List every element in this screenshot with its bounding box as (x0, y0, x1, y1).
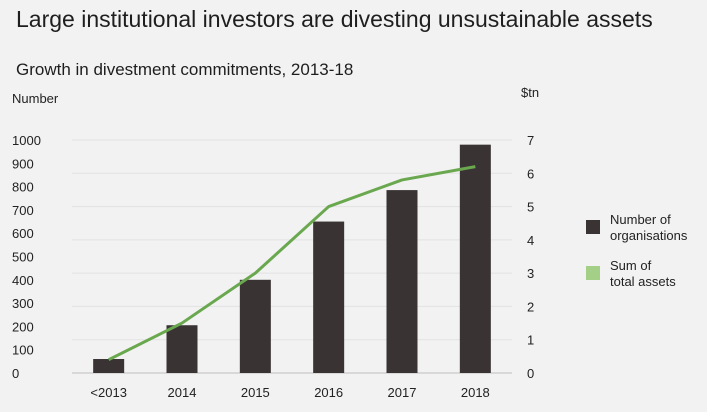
bar (93, 359, 125, 373)
y-axis-label: Number (12, 91, 59, 106)
y-tick-label: 700 (12, 203, 34, 218)
legend-item-organisations: Number of organisations (586, 212, 700, 244)
bar (313, 221, 345, 373)
y2-axis-ticks: 0 1 2 3 4 5 6 7 (527, 133, 534, 381)
legend-swatch-total-assets (586, 266, 600, 280)
y-tick-label: 800 (12, 180, 34, 195)
y-axis-ticks: 0 100 200 300 400 500 600 700 800 900 1000 (12, 133, 41, 381)
bar (239, 279, 271, 373)
x-tick-label: 2014 (168, 385, 197, 400)
assets-line (107, 165, 476, 362)
y-tick-label: 200 (12, 319, 34, 334)
x-tick-label: 2015 (241, 385, 270, 400)
bar (386, 190, 418, 373)
bar (459, 144, 491, 373)
y2-tick-label: 7 (527, 133, 534, 148)
x-tick-label: <2013 (90, 385, 127, 400)
gridlines (72, 139, 512, 374)
y2-axis-label: $tn (521, 85, 539, 100)
y-tick-label: 500 (12, 250, 34, 265)
y-tick-label: 400 (12, 273, 34, 288)
legend: Number of organisations Sum of total ass… (586, 212, 700, 304)
y2-tick-label: 0 (527, 366, 534, 381)
y2-tick-label: 5 (527, 200, 534, 215)
chart-subtitle: Growth in divestment commitments, 2013-1… (16, 60, 354, 79)
bar-series (93, 144, 491, 373)
chart-title: Large institutional investors are divest… (16, 6, 653, 32)
x-tick-label: 2017 (388, 385, 417, 400)
x-tick-label: 2016 (314, 385, 343, 400)
y2-tick-label: 4 (527, 233, 534, 248)
y2-tick-label: 2 (527, 299, 534, 314)
line-series (107, 165, 476, 362)
y2-tick-label: 3 (527, 266, 534, 281)
y2-tick-label: 1 (527, 333, 534, 348)
legend-item-total-assets: Sum of total assets (586, 258, 700, 290)
legend-swatch-organisations (586, 220, 600, 234)
y-tick-label: 100 (12, 343, 34, 358)
y-tick-label: 900 (12, 156, 34, 171)
y-tick-label: 1000 (12, 133, 41, 148)
y-tick-label: 0 (12, 366, 19, 381)
legend-label-total-assets: Sum of total assets (610, 258, 676, 289)
bar (166, 325, 198, 373)
x-axis-ticks: <2013 2014 2015 2016 2017 2018 (90, 385, 489, 400)
y-tick-label: 600 (12, 226, 34, 241)
y-tick-label: 300 (12, 296, 34, 311)
x-tick-label: 2018 (461, 385, 490, 400)
y2-tick-label: 6 (527, 166, 534, 181)
legend-label-organisations: Number of organisations (610, 212, 688, 243)
